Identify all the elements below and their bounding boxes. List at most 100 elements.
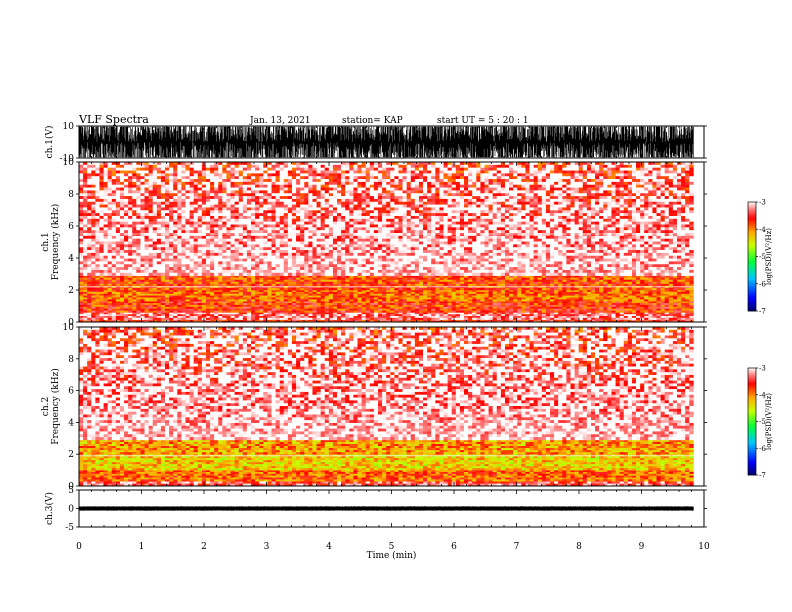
spectrogram-cell — [595, 314, 600, 317]
spectrogram-cell — [214, 287, 219, 291]
spectrogram-cell — [664, 308, 670, 311]
spectrogram-cell — [586, 316, 592, 319]
spectrogram-cell — [115, 233, 121, 237]
spectrogram-cell — [439, 308, 444, 311]
spectrogram-cell — [173, 179, 178, 183]
spectrogram-cell — [148, 224, 154, 228]
spectrogram-cell — [529, 297, 534, 300]
spectrogram-cell — [156, 281, 162, 285]
spectrogram-cell — [246, 310, 252, 313]
spectrogram-cell — [132, 301, 137, 304]
spectrogram-cell — [349, 291, 354, 295]
spectrogram-cell — [443, 317, 448, 320]
spectrogram-cell — [656, 314, 661, 317]
spectrogram-cell — [165, 164, 170, 168]
spectrogram-cell — [595, 303, 600, 306]
spectrogram-cell — [107, 279, 113, 283]
spectrogram-cell — [414, 310, 420, 313]
spectrogram-cell — [197, 301, 203, 304]
spectrogram-cell — [595, 319, 600, 322]
spectrogram-cell — [386, 279, 391, 283]
spectrogram-cell — [128, 181, 133, 186]
spectrogram-cell — [406, 312, 412, 315]
spectrogram-cell — [222, 277, 227, 281]
spectrogram-cell — [496, 287, 502, 291]
spectrogram-cell — [427, 281, 432, 285]
spectrogram-cell — [107, 235, 113, 239]
spectrogram-cell — [165, 204, 170, 208]
spectrogram-cell — [193, 306, 199, 309]
spectrogram-cell — [554, 275, 559, 278]
spectrogram-cell — [103, 170, 108, 174]
spectrogram-cell — [341, 301, 346, 304]
spectrogram-cell — [111, 247, 117, 251]
spectrogram-cell — [185, 269, 190, 274]
spectrogram-cell — [410, 314, 416, 317]
spectrogram-cell — [586, 310, 592, 313]
spectrogram-cell — [177, 162, 182, 166]
spectrogram-cell — [255, 319, 260, 322]
spectrogram-cell — [308, 310, 313, 313]
spectrogram-cell — [87, 281, 92, 285]
spectrogram-cell — [447, 277, 453, 281]
spectrogram-cell — [291, 277, 297, 281]
spectrogram-cell — [648, 281, 653, 285]
spectrogram-cell — [541, 314, 547, 317]
spectrogram-cell — [115, 213, 121, 217]
spectrogram-cell — [353, 301, 358, 304]
spectrogram-cell — [230, 312, 235, 315]
spectrogram-cell — [156, 310, 162, 313]
spectrogram-cell — [607, 297, 612, 300]
spectrogram-cell — [496, 303, 502, 306]
spectrogram-cell — [177, 244, 182, 248]
spectrogram-cell — [648, 316, 653, 319]
spectrogram-cell — [545, 319, 551, 322]
spectrogram-cell — [640, 293, 645, 296]
spectrogram-cell — [468, 312, 473, 315]
spectrogram-cell — [660, 279, 666, 283]
spectrogram-cell — [169, 244, 174, 248]
spectrogram-cell — [312, 303, 317, 306]
spectrogram-cell — [222, 290, 227, 293]
spectrogram-cell — [418, 275, 424, 278]
spectrogram-cell — [165, 210, 170, 214]
spectrogram-cell — [570, 295, 575, 298]
spectrogram-cell — [558, 287, 563, 291]
spectrogram-cell — [439, 279, 444, 283]
spectrogram-cell — [664, 281, 670, 285]
spectrogram-cell — [378, 291, 383, 295]
spectrogram-cell — [177, 287, 182, 291]
spectrogram-cell — [222, 317, 227, 320]
spectrogram-cell — [398, 277, 403, 281]
spectrogram-cell — [582, 306, 588, 309]
spectrogram-cell — [464, 301, 469, 304]
spectrogram-cell — [128, 252, 133, 257]
spectrogram-cell — [517, 308, 522, 311]
spectrogram-cell — [525, 297, 530, 300]
spectrogram-cell — [148, 283, 154, 287]
spectrogram-cell — [173, 264, 178, 268]
spectrogram-cell — [91, 301, 96, 304]
spectrogram-cell — [390, 306, 395, 309]
spectrogram-cell — [316, 317, 321, 320]
spectrogram-cell — [136, 179, 141, 183]
spectrogram-cell — [607, 281, 612, 285]
spectrogram-cell — [529, 308, 534, 311]
spectrogram-cell — [185, 314, 190, 317]
spectrogram-cell — [599, 312, 604, 315]
spectrogram-cell — [218, 314, 223, 317]
spectrogram-cell — [619, 304, 625, 308]
spectrogram-cell — [107, 255, 113, 259]
spectrogram-cell — [189, 306, 194, 309]
spectrogram-cell — [87, 306, 92, 309]
spectrogram-cell — [271, 308, 276, 311]
spectrogram-cell — [259, 299, 264, 302]
spectrogram-cell — [423, 306, 428, 309]
spectrogram-cell — [615, 283, 620, 287]
spectrogram-cell — [685, 306, 690, 309]
spectrogram-cell — [140, 306, 145, 309]
spectrogram-cell — [304, 316, 309, 319]
spectrogram-cell — [148, 190, 154, 194]
spectrogram-cell — [160, 299, 166, 302]
spectrogram-cell — [689, 291, 694, 295]
